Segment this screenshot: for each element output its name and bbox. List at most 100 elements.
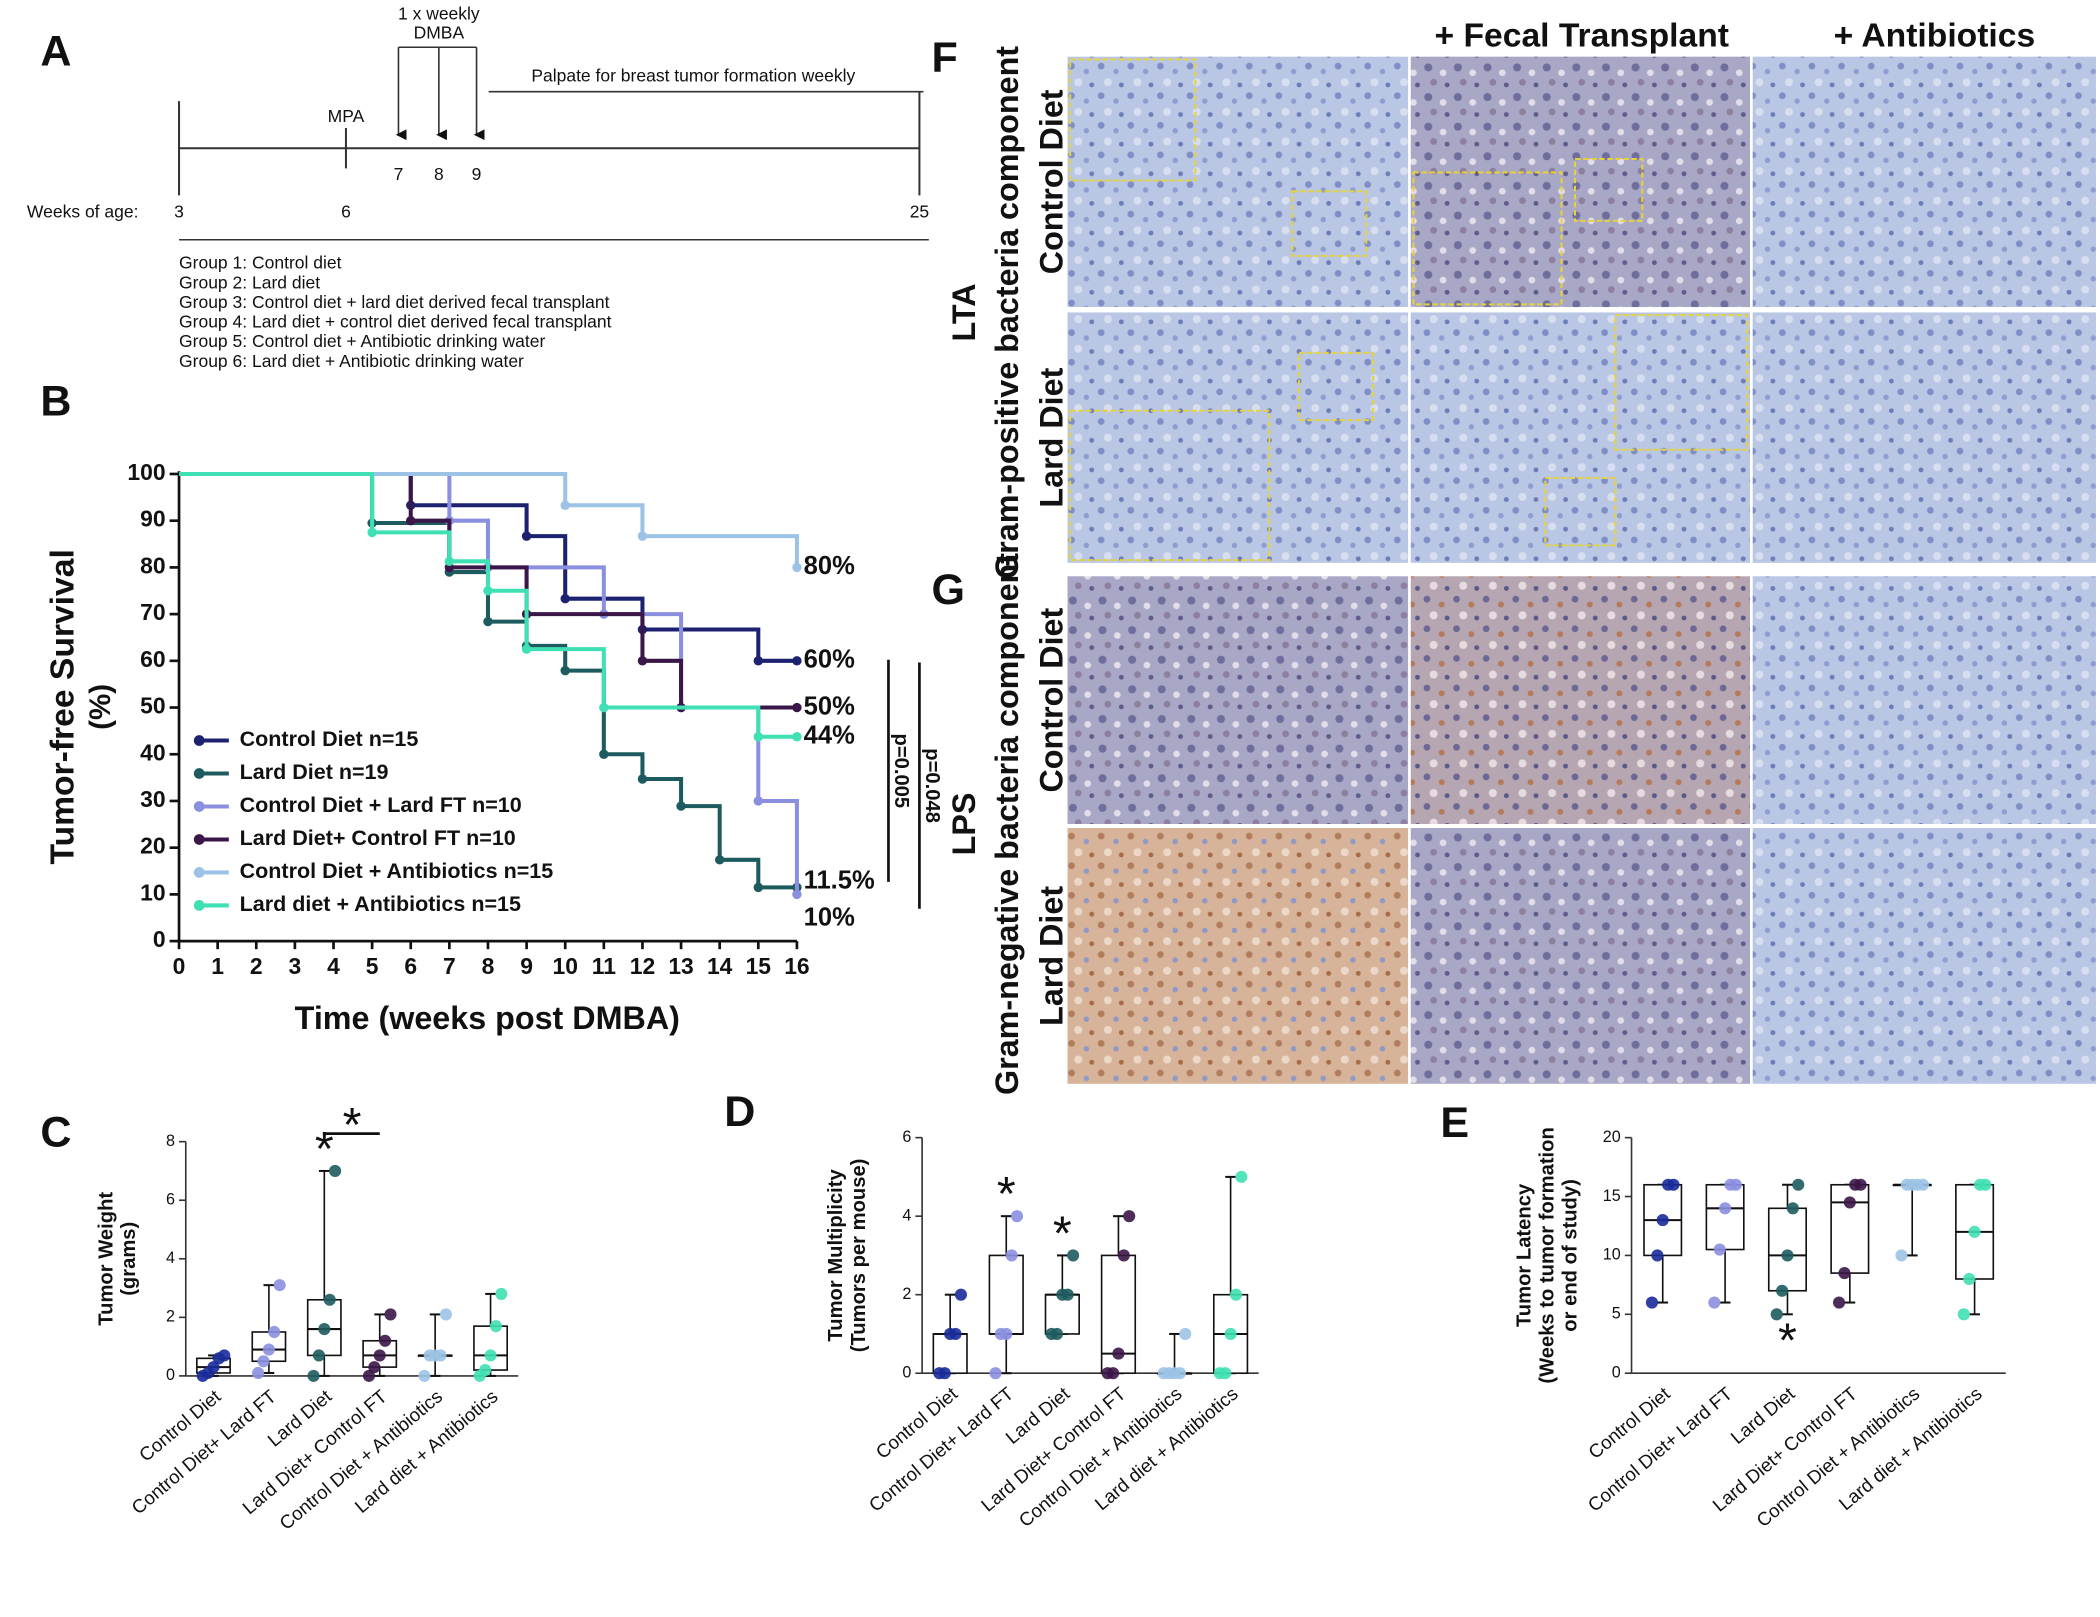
y-tick-label: 20: [140, 833, 165, 859]
legend-label: Control Diet n=15: [240, 727, 419, 751]
y-tick-label: 2: [902, 1285, 911, 1303]
end-label: 60%: [804, 646, 855, 674]
censor-marker: [599, 702, 609, 713]
data-point: [418, 1369, 431, 1382]
y-tick-label: 50: [140, 693, 165, 719]
data-point: [273, 1279, 286, 1292]
data-point: [484, 1349, 497, 1362]
y-tick-label: 10: [1603, 1246, 1621, 1264]
x-tick-label: 5: [366, 953, 379, 979]
data-point: [362, 1369, 376, 1382]
data-point: [329, 1164, 342, 1178]
end-label: 11.5%: [804, 867, 875, 895]
y-tick-label: 6: [166, 1190, 175, 1208]
y-tick-label: 30: [140, 786, 165, 812]
x-tick-label: 11: [592, 953, 616, 979]
data-point: [1106, 1367, 1120, 1380]
micrograph: [1752, 56, 2096, 308]
data-point: [268, 1325, 281, 1339]
y-axis-title: Tumor Latency: [1514, 1183, 1536, 1327]
timeline-label: Palpate for breast tumor formation weekl…: [531, 65, 855, 85]
data-point: [1838, 1267, 1851, 1280]
week-label: 9: [472, 164, 482, 184]
micrograph: [1752, 828, 2096, 1084]
row-label: Control Diet: [1034, 607, 1070, 792]
y-axis-title: (Weeks to tumor formation: [1536, 1127, 1558, 1383]
data-point: [1957, 1308, 1970, 1321]
y-tick-label: 60: [140, 646, 165, 672]
data-point: [1005, 1249, 1018, 1262]
data-point: [379, 1334, 392, 1347]
y-axis-title: Tumor-free Survival: [45, 549, 82, 864]
legend-marker: [193, 735, 205, 746]
legend-marker: [193, 900, 205, 911]
data-point: [323, 1293, 336, 1306]
week-label: 8: [434, 164, 444, 184]
x-tick-label: 10: [552, 953, 577, 979]
data-point: [1229, 1288, 1243, 1301]
x-tick-label: 12: [630, 953, 655, 979]
data-point: [368, 1361, 381, 1374]
y-tick-label: 0: [153, 926, 166, 952]
data-point: [1770, 1308, 1783, 1321]
end-label: 44%: [804, 721, 855, 749]
group-label: Group 6: Lard diet + Antibiotic drinking…: [179, 351, 524, 371]
data-point: [1067, 1249, 1080, 1262]
y-tick-label: 70: [140, 599, 165, 625]
censor-marker: [637, 531, 648, 541]
data-point: [1010, 1210, 1024, 1223]
censor-marker: [637, 656, 648, 666]
end-label: 50%: [804, 692, 855, 720]
panel-label: G: [932, 566, 966, 614]
data-point: [1112, 1347, 1125, 1360]
censor-marker: [753, 732, 764, 742]
column-header: + Fecal Transplant: [1434, 18, 1728, 55]
y-tick-label: 8: [166, 1132, 175, 1150]
y-tick-label: 6: [902, 1128, 911, 1146]
micrograph: [1752, 312, 2096, 563]
y-tick-label: 0: [902, 1363, 911, 1381]
censor-marker: [753, 882, 764, 893]
data-point: [1235, 1170, 1248, 1183]
data-point: [1708, 1296, 1721, 1309]
inset-box: [1291, 190, 1368, 257]
panel-label: A: [40, 27, 71, 75]
timeline: 1 x weekly DMBA MPA Palpate for breast t…: [27, 4, 929, 241]
row-label: Control Diet: [1034, 89, 1070, 274]
y-axis-title: Tumor Weight: [95, 1192, 117, 1326]
legend-marker: [193, 867, 205, 878]
data-point: [1781, 1249, 1794, 1262]
data-point: [1776, 1284, 1789, 1297]
y-axis-title: or end of study): [1559, 1179, 1581, 1332]
censor-marker: [406, 515, 416, 526]
p-value: p=0.005: [890, 733, 912, 808]
data-point: [1050, 1327, 1064, 1341]
y-tick-label: 90: [140, 506, 165, 532]
timeline-header: 1 x weekly: [398, 4, 480, 24]
data-point: [1173, 1367, 1186, 1380]
y-axis-title: Tumor Multiplicity: [825, 1168, 847, 1341]
data-point: [318, 1323, 331, 1336]
data-point: [1729, 1178, 1742, 1191]
micrograph: [1752, 576, 2096, 824]
x-tick-label: 1: [211, 953, 224, 979]
data-point: [1656, 1214, 1669, 1227]
data-point: [439, 1308, 452, 1321]
censor-marker: [753, 656, 764, 666]
row-label: Lard Diet: [1034, 886, 1070, 1026]
data-point: [1792, 1178, 1805, 1191]
data-point: [989, 1367, 1002, 1380]
significance-star: *: [1053, 1206, 1072, 1260]
micrograph: [1067, 828, 1409, 1084]
data-point: [954, 1288, 967, 1301]
box: [988, 1254, 1024, 1335]
censor-marker: [792, 562, 802, 573]
censor-marker: [521, 531, 532, 541]
x-tick-label: 4: [327, 953, 340, 979]
micrograph: [1067, 56, 1409, 308]
data-point: [384, 1308, 397, 1321]
data-point: [949, 1327, 962, 1341]
data-point: [1719, 1202, 1732, 1215]
x-axis-title: Time (weeks post DMBA): [295, 1000, 680, 1036]
censor-marker: [753, 796, 764, 806]
